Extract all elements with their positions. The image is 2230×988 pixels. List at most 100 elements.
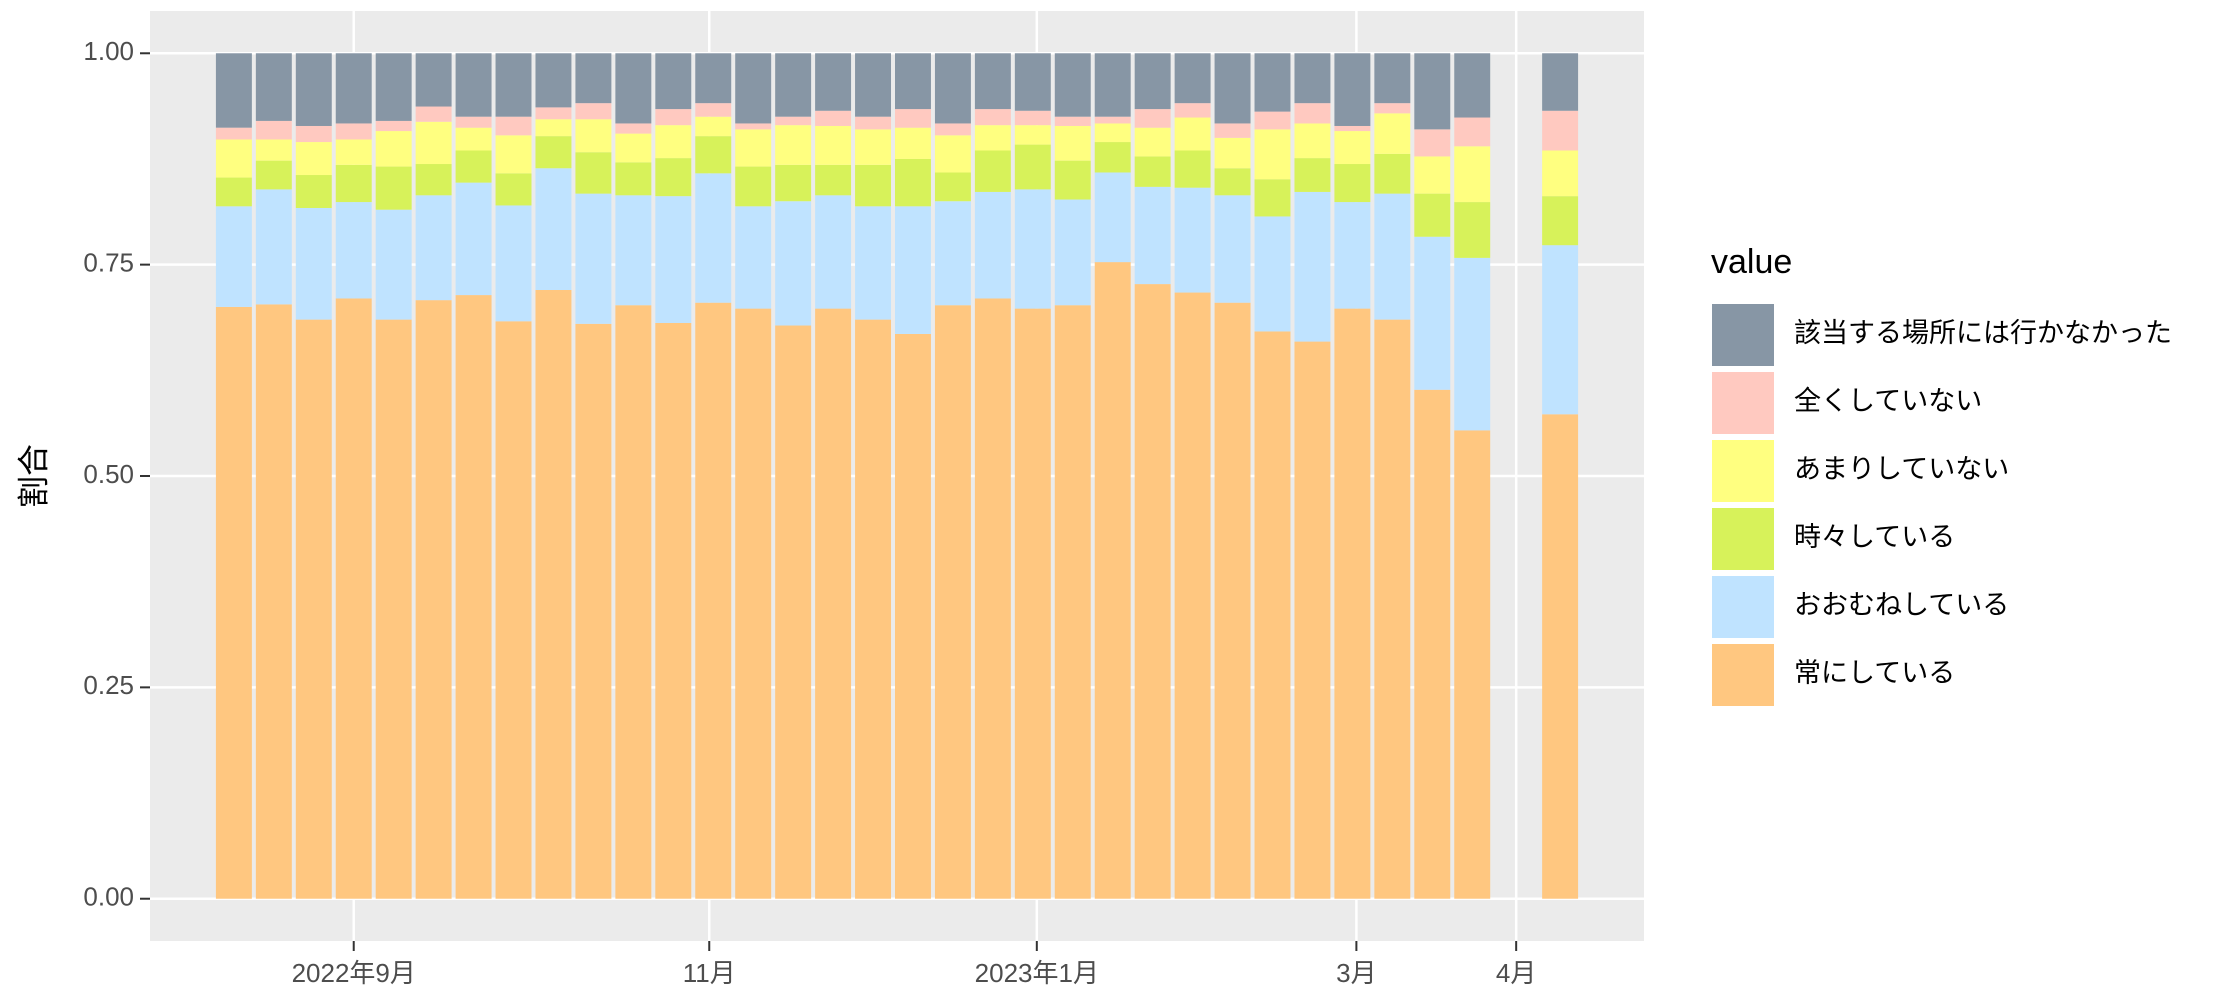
bar-segment: [815, 195, 852, 309]
bar-segment: [974, 298, 1011, 899]
bar-segment: [855, 206, 892, 320]
bar-segment: [1294, 191, 1331, 342]
bar-segment: [735, 206, 772, 309]
bar-segment: [1094, 172, 1131, 263]
bar-segment: [895, 53, 931, 110]
bar-segment: [1014, 189, 1051, 309]
bar-segment: [415, 121, 452, 165]
bar-segment: [735, 53, 772, 124]
bar-segment: [1214, 195, 1251, 303]
bar-segment: [1054, 116, 1091, 126]
bar-segment: [375, 319, 412, 899]
bar-segment: [655, 322, 692, 899]
bar-segment: [1254, 179, 1291, 217]
bar-segment: [895, 333, 931, 899]
bar-segment: [1374, 53, 1411, 104]
bar-segment: [855, 53, 892, 117]
bar-segment: [1454, 117, 1491, 147]
bar-segment: [295, 142, 332, 176]
bar-segment: [375, 53, 412, 121]
bar-segment: [1214, 168, 1251, 196]
bar-segment: [1174, 117, 1211, 151]
bar-segment: [1374, 319, 1411, 899]
bar-segment: [695, 53, 732, 104]
bar-segment: [1542, 196, 1579, 246]
legend-key: [1710, 302, 1776, 368]
bar-segment: [535, 119, 572, 137]
bar-segment: [1542, 150, 1579, 197]
bar-segment: [855, 116, 892, 130]
legend-label: 全くしていない: [1794, 386, 1982, 416]
bar-segment: [1294, 123, 1331, 159]
bar-segment: [575, 152, 612, 194]
legend-key: [1710, 506, 1776, 572]
bar-segment: [974, 150, 1011, 192]
bar-segment: [615, 133, 652, 163]
bar-segment: [615, 305, 652, 899]
bar-segment: [415, 53, 452, 107]
bar-segment: [1254, 129, 1291, 180]
bar-segment: [695, 103, 732, 117]
bar-segment: [495, 53, 532, 117]
bar-segment: [974, 125, 1011, 151]
bar-segment: [415, 300, 452, 899]
bar-segment: [1414, 236, 1451, 390]
y-tick-label: 0.00: [83, 882, 134, 912]
bar-segment: [615, 53, 652, 124]
bar-segment: [815, 53, 852, 111]
bar-segment: [1542, 245, 1579, 415]
bar-segment: [495, 173, 532, 206]
bar-segment: [335, 164, 372, 203]
bar-segment: [1374, 103, 1411, 114]
bar-segment: [1334, 53, 1371, 126]
bar-segment: [215, 206, 252, 307]
legend-label: 該当する場所には行かなかった: [1794, 318, 2172, 348]
bar-segment: [1414, 193, 1451, 237]
bar-segment: [1454, 202, 1491, 258]
bar-segment: [934, 201, 971, 306]
bar-segment: [695, 173, 732, 303]
bar-segment: [895, 127, 931, 159]
bar-segment: [974, 53, 1011, 110]
bar-segment: [1334, 202, 1371, 309]
bar-segment: [655, 109, 692, 126]
bar-segment: [335, 53, 372, 124]
bar-segment: [1094, 262, 1131, 899]
bar-segment: [455, 53, 492, 117]
bar-segment: [1174, 187, 1211, 293]
bar-segment: [934, 53, 971, 124]
y-tick-label: 0.75: [83, 248, 134, 278]
bar-segment: [934, 172, 971, 202]
bar-segment: [895, 109, 931, 128]
bar-segment: [1174, 292, 1211, 899]
bar-segment: [1542, 53, 1579, 111]
bar-segment: [815, 125, 852, 165]
bar-segment: [735, 129, 772, 167]
x-tick-label: 2022年9月: [292, 958, 416, 988]
bar-segment: [1254, 111, 1291, 130]
bar-segment: [255, 160, 292, 190]
bar-segment: [575, 53, 612, 104]
bar-segment: [375, 131, 412, 167]
bar-segment: [535, 290, 572, 899]
bar-segment: [255, 53, 292, 121]
bar-segment: [1094, 142, 1131, 173]
bar-segment: [775, 201, 812, 326]
bar-segment: [855, 164, 892, 207]
bar-segment: [775, 164, 812, 202]
bar-segment: [335, 298, 372, 899]
bar-segment: [455, 127, 492, 151]
bar-segment: [775, 116, 812, 126]
bar-segment: [295, 319, 332, 899]
bar-segment: [1294, 103, 1331, 124]
bar-segment: [1334, 131, 1371, 165]
legend-key: [1710, 438, 1776, 504]
bar-segment: [1134, 109, 1171, 128]
bar-segment: [1214, 53, 1251, 124]
bar-segment: [1014, 53, 1051, 111]
x-tick-label: 4月: [1496, 958, 1536, 988]
legend-key: [1710, 574, 1776, 640]
bar-segment: [455, 295, 492, 899]
legend-label: おおむねしている: [1794, 590, 2009, 620]
